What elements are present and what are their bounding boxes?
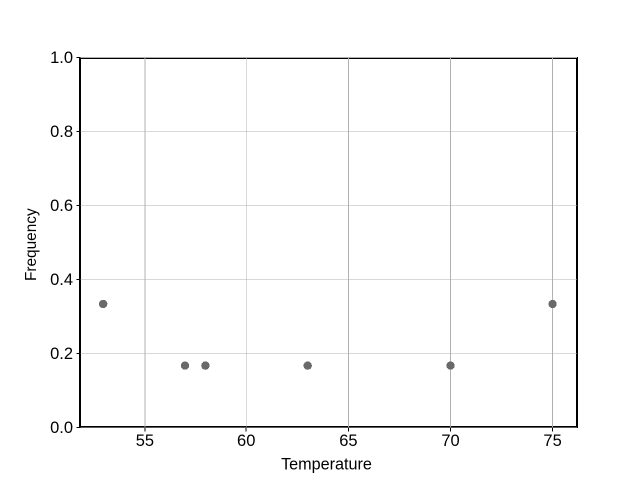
svg-text:0.0: 0.0	[50, 419, 73, 437]
svg-text:75: 75	[543, 432, 561, 450]
svg-text:Frequency: Frequency	[23, 208, 40, 281]
svg-text:0.2: 0.2	[50, 345, 73, 363]
svg-text:65: 65	[339, 432, 357, 450]
svg-text:55: 55	[136, 432, 154, 450]
svg-text:0.8: 0.8	[50, 123, 73, 141]
svg-text:70: 70	[441, 432, 459, 450]
svg-text:0.6: 0.6	[50, 197, 73, 215]
svg-text:60: 60	[237, 432, 255, 450]
svg-text:Temperature: Temperature	[281, 456, 372, 474]
svg-text:1.0: 1.0	[50, 49, 73, 67]
svg-text:0.4: 0.4	[50, 271, 73, 289]
